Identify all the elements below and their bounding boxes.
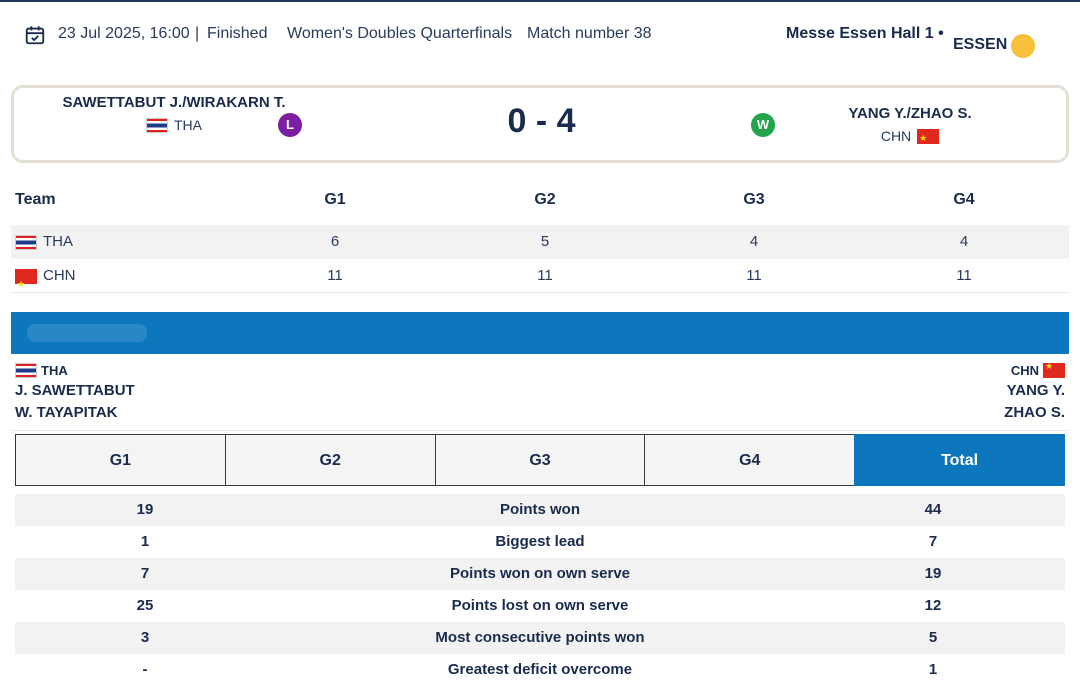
stat-right-value: 5	[928, 629, 938, 646]
loss-badge: L	[278, 113, 302, 137]
stats-table: 19 Points won 44 1 Biggest lead 7 7 Poin…	[15, 494, 1065, 686]
player-name[interactable]: ZHAO S.	[1004, 404, 1065, 421]
stat-row: 25 Points lost on own serve 12	[15, 590, 1065, 622]
stat-label: Greatest deficit overcome	[447, 661, 633, 678]
china-flag-icon	[1043, 361, 1065, 378]
stat-label: Biggest lead	[495, 533, 585, 550]
tab-g1[interactable]: G1	[15, 434, 226, 486]
city-name: ESSEN	[953, 36, 1008, 53]
game-scores-table: Team G1 G2 G3 G4 THA 6 5 4 4 CHN 11 11 1…	[11, 183, 1069, 301]
table-header-g1: G1	[324, 191, 346, 208]
right-team-country-code: CHN	[880, 128, 912, 144]
stat-left-value: 25	[136, 597, 154, 614]
top-divider	[0, 0, 1080, 2]
score-cell: 11	[327, 267, 343, 284]
thailand-flag-icon	[15, 234, 37, 250]
tab-g2[interactable]: G2	[224, 434, 436, 486]
score-cell: 5	[540, 233, 550, 250]
left-players-country: THA	[15, 360, 135, 380]
score-cell: 4	[749, 233, 759, 250]
right-players-country-code: CHN	[1010, 362, 1039, 378]
players-divider	[11, 430, 1069, 431]
stat-right-value: 1	[928, 661, 938, 678]
stat-row: 19 Points won 44	[15, 494, 1065, 526]
table-header-g3: G3	[743, 191, 765, 208]
table-header-g2: G2	[534, 191, 556, 208]
team-code: THA	[43, 233, 73, 250]
stat-left-value: 19	[136, 501, 154, 518]
stat-left-value: -	[142, 661, 148, 678]
win-badge: W	[751, 113, 775, 137]
left-team: SAWETTABUT J./WIRAKARN T. THA	[54, 91, 294, 136]
score-cell: 11	[537, 267, 553, 284]
stat-label: Points lost on own serve	[451, 597, 629, 614]
calendar-check-icon	[25, 26, 45, 45]
right-team: YANG Y./ZHAO S. CHN	[820, 102, 1000, 149]
game-tabs: G1 G2 G3 G4 Total	[15, 434, 1065, 486]
table-row: CHN 11 11 11 11	[11, 259, 1069, 301]
right-team-country: CHN	[820, 125, 1000, 149]
stat-row: 7 Points won on own serve 19	[15, 558, 1065, 590]
match-info-bar: 23 Jul 2025, 16:00 | Finished Women's Do…	[0, 18, 1080, 58]
left-team-country: THA	[54, 114, 294, 136]
team-code: CHN	[43, 267, 76, 284]
match-number: Match number 38	[527, 25, 652, 42]
player-name[interactable]: YANG Y.	[1006, 382, 1065, 399]
left-team-country-code: THA	[174, 117, 202, 133]
team-cell: CHN	[15, 259, 215, 301]
tab-g3[interactable]: G3	[434, 434, 646, 486]
tab-total[interactable]: Total	[854, 434, 1065, 486]
stats-banner	[11, 312, 1069, 354]
stat-row: 3 Most consecutive points won 5	[15, 622, 1065, 654]
stat-label: Points won	[500, 501, 580, 518]
tab-g4[interactable]: G4	[644, 434, 856, 486]
stat-right-value: 44	[924, 501, 942, 518]
venue-name: Messe Essen Hall 1 •	[786, 25, 944, 42]
left-players: THA J. SAWETTABUT W. TAYAPITAK	[15, 360, 135, 424]
right-players: CHN YANG Y. ZHAO S.	[1004, 360, 1065, 424]
china-flag-icon	[917, 127, 940, 149]
thailand-flag-icon	[15, 362, 37, 378]
stat-left-value: 1	[140, 533, 150, 550]
scoreboard-card: SAWETTABUT J./WIRAKARN T. THA L 0 - 4 W …	[11, 85, 1069, 163]
stat-right-value: 19	[924, 565, 942, 582]
match-score: 0 - 4	[507, 102, 576, 140]
stat-row: 1 Biggest lead 7	[15, 526, 1065, 558]
sun-icon	[1011, 34, 1035, 58]
stat-left-value: 7	[140, 565, 150, 582]
left-players-country-code: THA	[41, 362, 68, 378]
stat-label: Most consecutive points won	[435, 629, 645, 646]
score-cell: 11	[956, 267, 972, 284]
event-name: Women's Doubles Quarterfinals	[287, 25, 513, 42]
stat-label: Points won on own serve	[449, 565, 631, 582]
table-row: THA 6 5 4 4	[11, 225, 1069, 259]
right-players-country: CHN	[1004, 360, 1065, 380]
team-cell: THA	[15, 225, 215, 259]
table-header-row: Team G1 G2 G3 G4	[11, 183, 1069, 217]
table-header-team: Team	[15, 191, 56, 208]
table-header-g4: G4	[953, 191, 975, 208]
china-flag-icon	[15, 267, 37, 301]
score-cell: 11	[746, 267, 762, 284]
match-status: Finished	[207, 25, 268, 42]
left-team-name[interactable]: SAWETTABUT J./WIRAKARN T.	[62, 94, 286, 111]
stat-row: - Greatest deficit overcome 1	[15, 654, 1065, 686]
score-cell: 4	[959, 233, 969, 250]
right-team-name[interactable]: YANG Y./ZHAO S.	[848, 105, 972, 122]
score-cell: 6	[330, 233, 340, 250]
stat-left-value: 3	[140, 629, 150, 646]
banner-blurred-logo	[27, 324, 147, 342]
thailand-flag-icon	[146, 117, 168, 133]
info-separator: |	[195, 25, 200, 42]
stat-right-value: 7	[928, 533, 938, 550]
player-name[interactable]: J. SAWETTABUT	[15, 382, 135, 399]
stat-right-value: 12	[924, 597, 942, 614]
player-name[interactable]: W. TAYAPITAK	[15, 404, 118, 421]
match-datetime: 23 Jul 2025, 16:00	[58, 25, 190, 42]
